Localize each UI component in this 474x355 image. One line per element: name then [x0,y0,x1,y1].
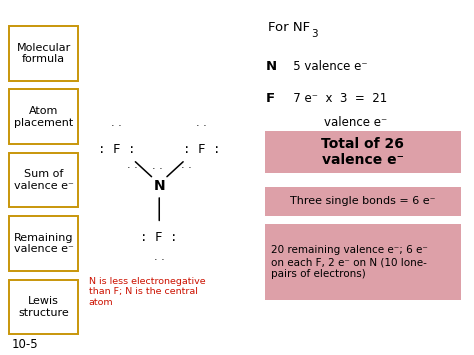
Text: N: N [154,179,165,193]
FancyBboxPatch shape [265,224,461,300]
Text: Three single bonds = 6 e⁻: Three single bonds = 6 e⁻ [290,196,436,206]
FancyBboxPatch shape [265,131,461,173]
FancyBboxPatch shape [9,26,78,81]
Text: N: N [266,60,277,73]
Text: Lewis
structure: Lewis structure [18,296,69,318]
Text: · ·: · · [181,163,192,173]
Text: Molecular
formula: Molecular formula [17,43,71,64]
Text: · ·: · · [153,164,163,174]
Text: 5 valence e⁻: 5 valence e⁻ [282,60,367,73]
Text: : F :: : F : [140,231,178,244]
Text: · ·: · · [154,255,164,265]
Text: · ·: · · [127,163,137,173]
FancyBboxPatch shape [9,216,78,271]
Text: Sum of
valence e⁻: Sum of valence e⁻ [14,169,73,191]
Text: Atom
placement: Atom placement [14,106,73,127]
FancyBboxPatch shape [265,187,461,215]
Text: 10-5: 10-5 [12,338,38,351]
Text: Remaining
valence e⁻: Remaining valence e⁻ [14,233,73,254]
Text: Total of 26
valence e⁻: Total of 26 valence e⁻ [321,137,404,167]
Text: valence e⁻: valence e⁻ [324,116,387,130]
FancyBboxPatch shape [9,153,78,207]
Text: · ·: · · [111,121,122,131]
FancyBboxPatch shape [9,280,78,334]
Text: · ·: · · [196,121,207,131]
Text: 7 e⁻  x  3  =  21: 7 e⁻ x 3 = 21 [282,92,387,105]
Text: For NF: For NF [268,21,310,34]
Text: 20 remaining valence e⁻; 6 e⁻
on each F, 2 e⁻ on N (10 lone-
pairs of electrons): 20 remaining valence e⁻; 6 e⁻ on each F,… [271,245,428,279]
Text: F: F [266,92,275,105]
FancyBboxPatch shape [9,89,78,144]
Text: 3: 3 [311,29,318,39]
Text: N is less electronegative
than F; N is the central
atom: N is less electronegative than F; N is t… [89,277,205,307]
Text: : F :: : F : [98,143,136,156]
Text: : F :: : F : [183,143,220,156]
